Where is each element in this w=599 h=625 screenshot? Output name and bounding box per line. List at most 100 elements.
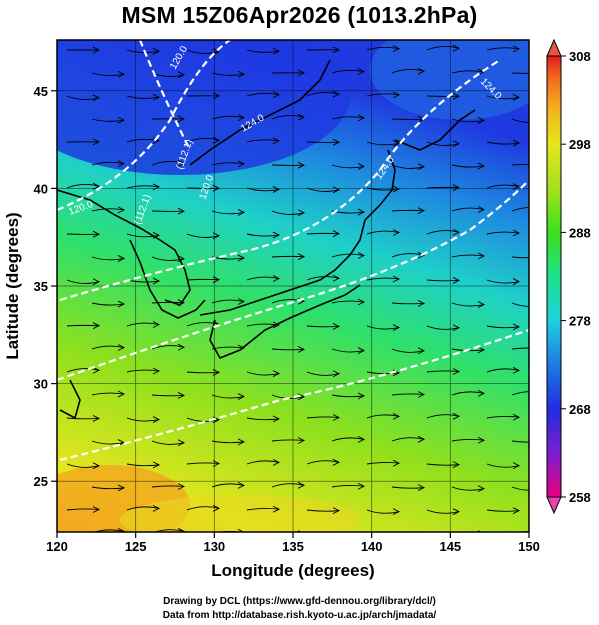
streamline-arrowhead bbox=[92, 138, 101, 146]
streamline-arrowhead bbox=[332, 90, 341, 98]
streamline-arrowhead bbox=[297, 437, 306, 444]
streamline bbox=[91, 118, 125, 122]
streamline-arrowhead bbox=[512, 278, 521, 285]
streamline-arrowhead bbox=[512, 183, 521, 190]
streamline bbox=[391, 437, 425, 442]
streamline-arrowhead bbox=[237, 298, 246, 305]
streamline bbox=[66, 324, 100, 327]
streamline-arrowhead bbox=[452, 324, 461, 332]
streamline bbox=[451, 70, 485, 74]
streamline bbox=[392, 533, 424, 536]
streamline-arrowhead bbox=[117, 70, 126, 78]
streamline-arrowhead bbox=[152, 416, 161, 423]
streamline-arrowhead bbox=[452, 228, 461, 236]
streamline bbox=[511, 256, 529, 259]
streamline bbox=[511, 347, 529, 350]
streamline-arrowhead bbox=[332, 458, 341, 466]
streamline bbox=[186, 49, 220, 54]
streamline-arrowhead bbox=[392, 412, 401, 420]
streamline bbox=[91, 72, 125, 76]
streamline bbox=[126, 417, 160, 422]
streamline-arrowhead bbox=[117, 206, 126, 214]
streamline-arrowhead bbox=[117, 116, 126, 124]
y-axis: 25 30 35 40 45 bbox=[34, 84, 57, 489]
streamline-arrowhead bbox=[417, 391, 426, 398]
streamline-arrowhead bbox=[417, 251, 426, 259]
streamline bbox=[451, 118, 485, 123]
streamline-arrowhead bbox=[357, 208, 366, 216]
streamline bbox=[426, 186, 460, 189]
streamline bbox=[511, 118, 529, 123]
streamline bbox=[426, 230, 460, 235]
streamline-arrowhead bbox=[272, 505, 281, 513]
streamline bbox=[426, 325, 460, 330]
streamline bbox=[66, 508, 100, 511]
streamline bbox=[186, 462, 220, 465]
streamline bbox=[91, 345, 125, 350]
streamline-arrowhead bbox=[152, 93, 161, 101]
streamline bbox=[391, 348, 425, 353]
streamline-arrowhead bbox=[538, 390, 544, 396]
streamline-arrowhead bbox=[512, 413, 521, 421]
streamline-arrowhead bbox=[272, 370, 281, 377]
colorbar-max-arrow bbox=[546, 38, 562, 57]
streamline bbox=[151, 485, 185, 488]
streamline-arrowhead bbox=[212, 369, 221, 376]
streamline-arrowhead bbox=[477, 252, 486, 260]
streamline-arrowhead bbox=[297, 481, 306, 489]
streamline bbox=[366, 414, 400, 419]
streamline-arrowhead bbox=[452, 412, 461, 420]
streamline bbox=[306, 509, 340, 512]
streamline bbox=[451, 207, 485, 212]
map-title: MSM 15Z06Apr2026 (1013.2hPa) bbox=[121, 2, 478, 28]
streamline bbox=[126, 506, 160, 511]
streamline-arrowhead bbox=[92, 506, 101, 513]
streamline bbox=[246, 92, 280, 97]
streamline bbox=[426, 46, 460, 51]
streamline bbox=[366, 371, 400, 375]
streamline bbox=[451, 164, 485, 168]
streamline bbox=[246, 187, 280, 192]
streamline-arrowhead bbox=[297, 69, 306, 77]
streamline-arrowhead bbox=[152, 367, 161, 375]
streamline-arrowhead bbox=[212, 504, 221, 512]
streamline bbox=[91, 161, 125, 166]
streamline bbox=[511, 163, 529, 166]
streamline bbox=[186, 278, 220, 281]
streamline bbox=[151, 301, 185, 304]
streamline bbox=[126, 95, 160, 99]
streamline bbox=[511, 207, 529, 212]
colorbar-label: 278 bbox=[569, 314, 591, 329]
streamline bbox=[126, 233, 160, 238]
streamline-arrowhead bbox=[152, 47, 161, 55]
streamline-arrowhead bbox=[392, 508, 401, 516]
streamline bbox=[211, 72, 245, 76]
streamline-arrowhead bbox=[117, 300, 126, 308]
streamline bbox=[271, 439, 305, 442]
streamline-arrowhead bbox=[92, 462, 101, 470]
streamline-arrowhead bbox=[477, 389, 486, 397]
streamline bbox=[331, 116, 365, 120]
streamline bbox=[126, 463, 160, 467]
streamline-arrowhead bbox=[417, 300, 426, 307]
x-tick-label: 135 bbox=[282, 539, 304, 554]
streamline-arrowhead bbox=[212, 276, 221, 284]
y-axis-title: Latitude (degrees) bbox=[3, 212, 22, 359]
streamline bbox=[211, 440, 245, 444]
streamline bbox=[306, 416, 340, 419]
streamline bbox=[186, 138, 220, 143]
streamline-arrowhead bbox=[152, 504, 161, 512]
streamline bbox=[211, 346, 245, 350]
streamline-arrowhead bbox=[538, 118, 544, 124]
colorbar-label: 288 bbox=[569, 225, 591, 240]
streamline bbox=[451, 302, 485, 307]
streamline-arrowhead bbox=[177, 392, 186, 399]
streamline-arrowhead bbox=[272, 91, 281, 99]
streamline bbox=[211, 210, 245, 215]
streamline bbox=[246, 323, 280, 327]
streamline-arrowhead bbox=[538, 529, 544, 535]
streamline bbox=[246, 508, 280, 511]
streamline-arrowhead bbox=[177, 483, 186, 490]
streamline-arrowhead bbox=[237, 70, 246, 78]
streamline bbox=[391, 209, 425, 212]
